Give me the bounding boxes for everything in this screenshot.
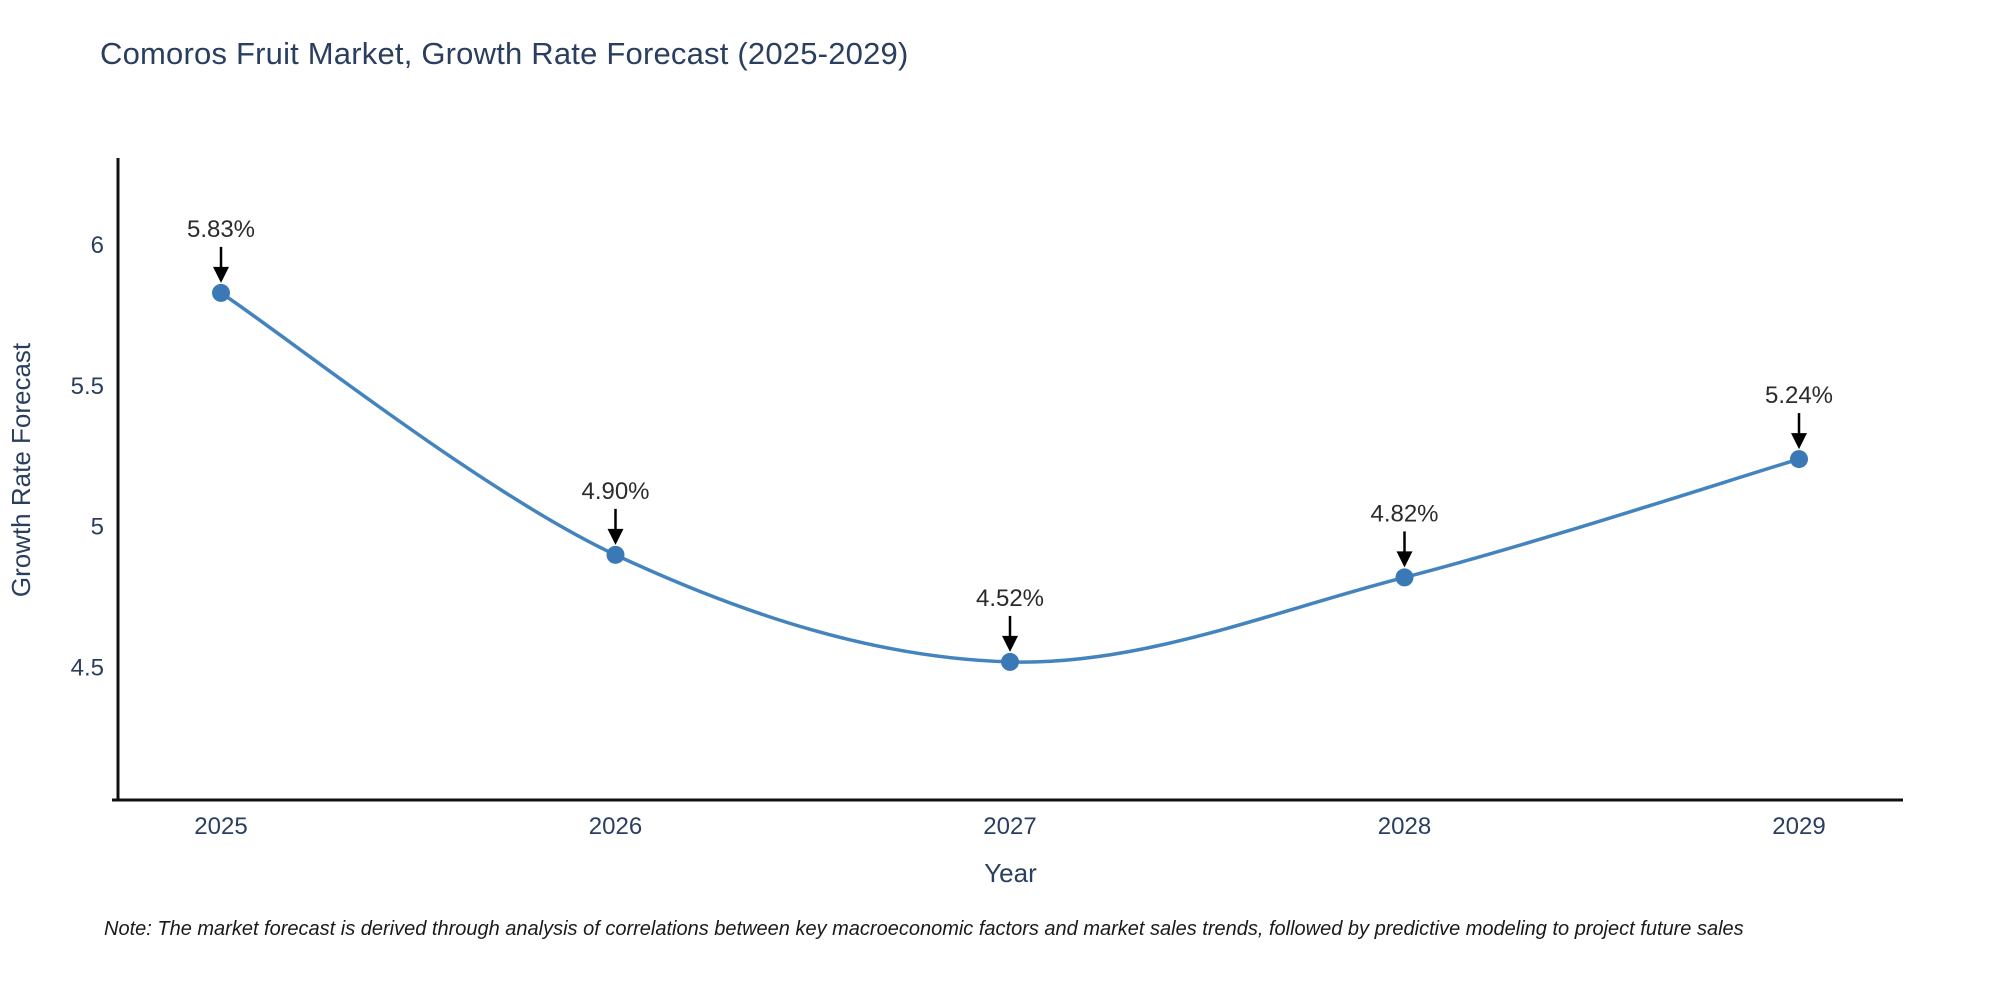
y-tick-label: 5.5 [71, 373, 104, 400]
annotation-arrowhead [1791, 433, 1807, 450]
point-annotation: 4.90% [581, 478, 649, 505]
x-tick-label: 2025 [194, 813, 247, 840]
x-tick-label: 2026 [589, 813, 642, 840]
point-annotation: 5.24% [1765, 382, 1833, 409]
point-annotation: 4.52% [976, 585, 1044, 612]
data-point[interactable] [1001, 652, 1019, 671]
data-point[interactable] [1790, 450, 1808, 469]
x-tick-label: 2029 [1772, 813, 1825, 840]
y-axis-title: Growth Rate Forecast [6, 342, 36, 597]
y-tick-label: 5 [91, 514, 104, 541]
chart-title: Comoros Fruit Market, Growth Rate Foreca… [100, 36, 909, 71]
data-point[interactable] [212, 283, 230, 302]
point-annotation: 5.83% [187, 216, 255, 243]
y-tick-label: 6 [91, 232, 104, 259]
annotation-arrowhead [607, 528, 624, 545]
footnote: Note: The market forecast is derived thr… [104, 918, 1744, 940]
annotation-arrowhead [213, 266, 229, 283]
y-tick-label: 4.5 [71, 655, 104, 682]
x-tick-label: 2028 [1378, 813, 1431, 840]
annotation-arrowhead [1396, 551, 1413, 568]
data-point[interactable] [606, 545, 625, 564]
annotation-arrowhead [1002, 635, 1018, 652]
data-point[interactable] [1395, 568, 1414, 587]
x-tick-label: 2027 [983, 813, 1036, 840]
x-axis-title: Year [984, 858, 1037, 888]
point-annotation: 4.82% [1370, 500, 1438, 527]
